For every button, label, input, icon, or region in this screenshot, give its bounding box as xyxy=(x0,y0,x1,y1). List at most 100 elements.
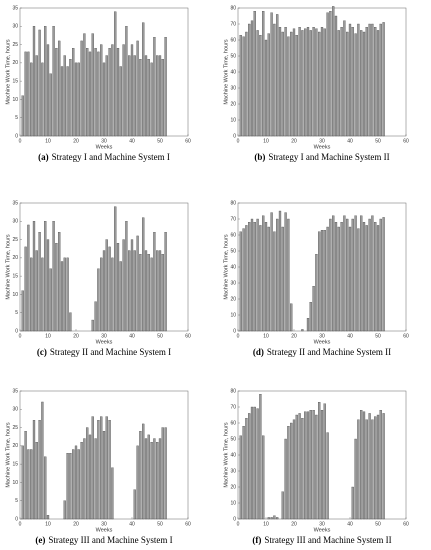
bar xyxy=(49,73,52,137)
bar xyxy=(374,416,377,520)
caption: (d) Strategy II and Machine System II xyxy=(253,347,391,357)
x-tick-label: 40 xyxy=(347,521,353,527)
bar xyxy=(44,26,47,137)
bar xyxy=(105,55,108,137)
bar xyxy=(125,221,128,332)
y-tick-label: 5 xyxy=(15,310,18,316)
bar xyxy=(52,221,55,332)
bar xyxy=(340,27,343,137)
bar xyxy=(86,48,89,137)
x-tick-label: 20 xyxy=(291,333,297,339)
bar xyxy=(309,30,312,137)
bar xyxy=(245,31,248,137)
bar xyxy=(122,239,125,332)
bar xyxy=(382,413,385,520)
bar xyxy=(122,44,125,137)
x-tick-label: 10 xyxy=(263,333,269,339)
bar xyxy=(318,231,321,332)
caption: (b) Strategy I and Machine System II xyxy=(254,152,389,162)
y-tick-label: 10 xyxy=(12,480,18,486)
bar xyxy=(128,55,131,137)
bar xyxy=(83,438,86,520)
bar xyxy=(74,62,78,137)
bar xyxy=(334,222,338,332)
y-tick-label: 10 xyxy=(230,312,236,318)
bar xyxy=(348,226,352,332)
bar xyxy=(80,40,83,137)
bar xyxy=(156,442,159,520)
y-tick-label: 80 xyxy=(230,5,236,11)
bar xyxy=(360,410,363,520)
bar xyxy=(100,257,103,332)
bar xyxy=(334,15,338,137)
bar xyxy=(270,517,273,520)
bar xyxy=(136,235,139,332)
bar xyxy=(150,257,153,332)
bar xyxy=(111,257,114,332)
bar xyxy=(273,231,276,332)
bar xyxy=(376,225,380,332)
bar xyxy=(136,40,139,137)
bar xyxy=(63,500,66,520)
y-tick-label: 5 xyxy=(15,115,18,121)
bar xyxy=(60,261,64,332)
y-tick-label: 80 xyxy=(230,200,236,206)
y-tick-label: 70 xyxy=(230,404,236,410)
x-tick-label: 50 xyxy=(157,333,163,339)
bar xyxy=(35,55,38,137)
bar xyxy=(30,62,33,137)
y-tick-label: 10 xyxy=(230,117,236,123)
y-tick-label: 0 xyxy=(233,328,236,334)
x-tick-label: 60 xyxy=(185,138,191,144)
bar xyxy=(320,27,324,137)
bar xyxy=(365,225,368,332)
bar xyxy=(323,403,326,520)
bar xyxy=(88,434,92,520)
bar xyxy=(72,449,75,520)
bar xyxy=(38,232,41,332)
caption: (e) Strategy III and Machine System I xyxy=(35,535,172,545)
caption-text: Strategy II and Machine System II xyxy=(267,347,391,357)
bar xyxy=(326,226,329,332)
x-tick-label: 30 xyxy=(101,138,107,144)
bar xyxy=(239,435,242,520)
x-tick-label: 60 xyxy=(185,521,191,527)
bar xyxy=(250,218,254,332)
bar xyxy=(21,290,24,332)
bar xyxy=(77,62,80,137)
bar xyxy=(105,239,108,332)
x-tick-label: 10 xyxy=(45,333,51,339)
bar xyxy=(86,427,89,520)
bar xyxy=(91,319,94,332)
bar xyxy=(362,411,366,520)
y-tick-label: 10 xyxy=(230,500,236,506)
bar xyxy=(108,246,111,332)
bar xyxy=(290,303,293,332)
bar xyxy=(60,66,64,137)
bar xyxy=(77,449,80,520)
bar xyxy=(74,445,78,520)
bar xyxy=(133,250,136,332)
y-tick-label: 20 xyxy=(230,296,236,302)
bar xyxy=(102,431,106,520)
bar xyxy=(264,222,268,332)
bar xyxy=(348,23,352,137)
bar xyxy=(323,230,326,332)
bar xyxy=(382,217,385,332)
bar xyxy=(147,434,150,520)
bar xyxy=(365,27,368,137)
bar xyxy=(337,30,340,137)
bar xyxy=(351,486,354,520)
bar xyxy=(267,517,270,520)
caption-label: (a) xyxy=(38,152,49,162)
bar xyxy=(133,489,136,520)
bar xyxy=(248,222,251,332)
bar xyxy=(55,243,58,332)
bar xyxy=(250,406,254,520)
bar xyxy=(164,427,167,520)
bar xyxy=(69,453,72,520)
bar xyxy=(108,420,111,520)
bar xyxy=(46,515,50,520)
bar xyxy=(27,449,30,520)
x-axis-label: Weeks xyxy=(314,144,331,150)
